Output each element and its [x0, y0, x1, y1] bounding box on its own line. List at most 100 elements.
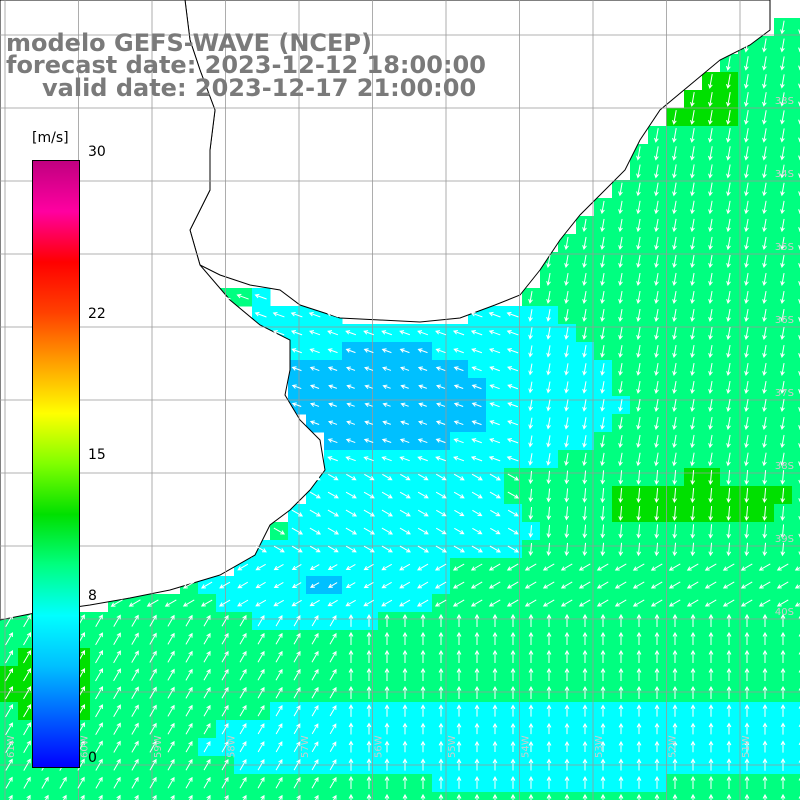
wind-cell	[198, 792, 217, 800]
wind-arrow	[237, 563, 249, 571]
wind-arrow	[167, 614, 175, 627]
wind-arrow	[636, 417, 641, 430]
wind-arrow	[780, 362, 785, 376]
wind-arrow	[686, 581, 699, 589]
wind-arrow	[690, 380, 695, 394]
wind-arrow	[366, 614, 372, 627]
wind-arrow	[650, 563, 663, 571]
wind-arrow	[798, 479, 800, 484]
wind-arrow	[528, 649, 534, 664]
wind-arrow	[435, 330, 447, 336]
wind-arrow	[762, 38, 767, 53]
wind-arrow	[636, 344, 641, 358]
wind-arrow	[345, 491, 357, 499]
wind-arrow	[528, 291, 533, 304]
wind-arrow	[510, 686, 516, 699]
wind-arrow	[708, 218, 713, 233]
wind-arrow	[618, 327, 623, 340]
wind-arrow	[762, 128, 767, 143]
wind-arrow	[309, 599, 320, 607]
wind-arrow	[399, 563, 411, 571]
wind-arrow	[780, 20, 785, 35]
wind-arrow	[185, 722, 193, 735]
wind-arrow	[26, 794, 31, 800]
wind-arrow	[384, 776, 390, 789]
wind-arrow	[309, 545, 321, 553]
wind-arrow	[528, 381, 533, 394]
wind-arrow	[366, 667, 372, 682]
wind-arrow	[95, 614, 103, 627]
wind-arrow	[564, 435, 569, 448]
wind-arrow	[618, 417, 623, 430]
wind-arrow	[346, 366, 356, 371]
wind-arrow	[546, 453, 551, 466]
wind-arrow	[364, 402, 373, 408]
wind-cell	[792, 540, 800, 559]
wind-arrow	[41, 776, 49, 789]
wind-arrow	[780, 613, 786, 628]
wind-arrow	[690, 758, 696, 771]
wind-arrow	[654, 398, 659, 412]
wind-arrow	[363, 581, 374, 589]
wind-arrow	[672, 380, 677, 394]
wind-arrow	[327, 527, 340, 535]
wind-arrow	[290, 311, 303, 318]
wind-arrow	[708, 164, 713, 179]
wind-arrow	[762, 200, 767, 215]
wind-arrow	[744, 290, 749, 304]
title-valid-date: valid date: 2023-12-17 21:00:00	[42, 74, 477, 102]
wind-arrow	[690, 667, 696, 682]
wind-arrow	[654, 344, 659, 358]
wind-arrow	[690, 452, 695, 467]
wind-arrow	[654, 740, 660, 753]
wind-arrow	[474, 649, 480, 664]
wind-arrow	[345, 330, 357, 336]
wind-arrow	[528, 776, 534, 789]
wind-arrow	[762, 685, 768, 700]
wind-arrow	[618, 272, 623, 286]
wind-arrow	[382, 366, 392, 371]
wind-arrow	[636, 236, 641, 251]
wind-arrow	[704, 563, 717, 571]
wind-arrow	[546, 506, 552, 521]
wind-arrow	[776, 581, 789, 589]
wind-arrow	[327, 366, 338, 371]
wind-arrow	[62, 794, 67, 800]
wind-arrow	[257, 650, 265, 663]
wind-arrow	[762, 793, 768, 800]
wind-arrow	[507, 509, 519, 517]
wind-arrow	[23, 686, 32, 700]
wind-arrow	[311, 723, 319, 735]
wind-cell	[108, 792, 127, 800]
wind-arrow	[744, 128, 749, 143]
wind-arrow	[780, 416, 785, 430]
wind-arrow	[546, 291, 551, 304]
wind-arrow	[654, 182, 659, 197]
wind-cell	[792, 504, 800, 523]
wind-cell	[792, 90, 800, 109]
longitude-label: 54W	[521, 735, 532, 758]
wind-arrow	[239, 632, 247, 645]
wind-cell	[306, 792, 325, 800]
wind-cell	[792, 108, 800, 127]
wind-arrow	[275, 723, 283, 735]
wind-arrow	[546, 272, 551, 286]
wind-arrow	[636, 667, 642, 682]
wind-arrow	[435, 438, 446, 444]
wind-arrow	[762, 92, 767, 107]
wind-arrow	[726, 398, 731, 412]
wind-arrow	[149, 776, 157, 789]
wind-arrow	[546, 254, 551, 268]
wind-arrow	[239, 758, 247, 771]
wind-arrow	[546, 631, 552, 646]
wind-arrow	[726, 254, 731, 269]
wind-cell	[792, 324, 800, 343]
wind-arrow	[600, 758, 606, 771]
wind-arrow	[636, 381, 641, 394]
wind-arrow	[654, 290, 659, 304]
wind-arrow	[636, 505, 642, 522]
wind-arrow	[492, 649, 498, 664]
wind-arrow	[185, 740, 193, 753]
wind-arrow	[345, 527, 358, 535]
wind-arrow	[776, 599, 789, 607]
